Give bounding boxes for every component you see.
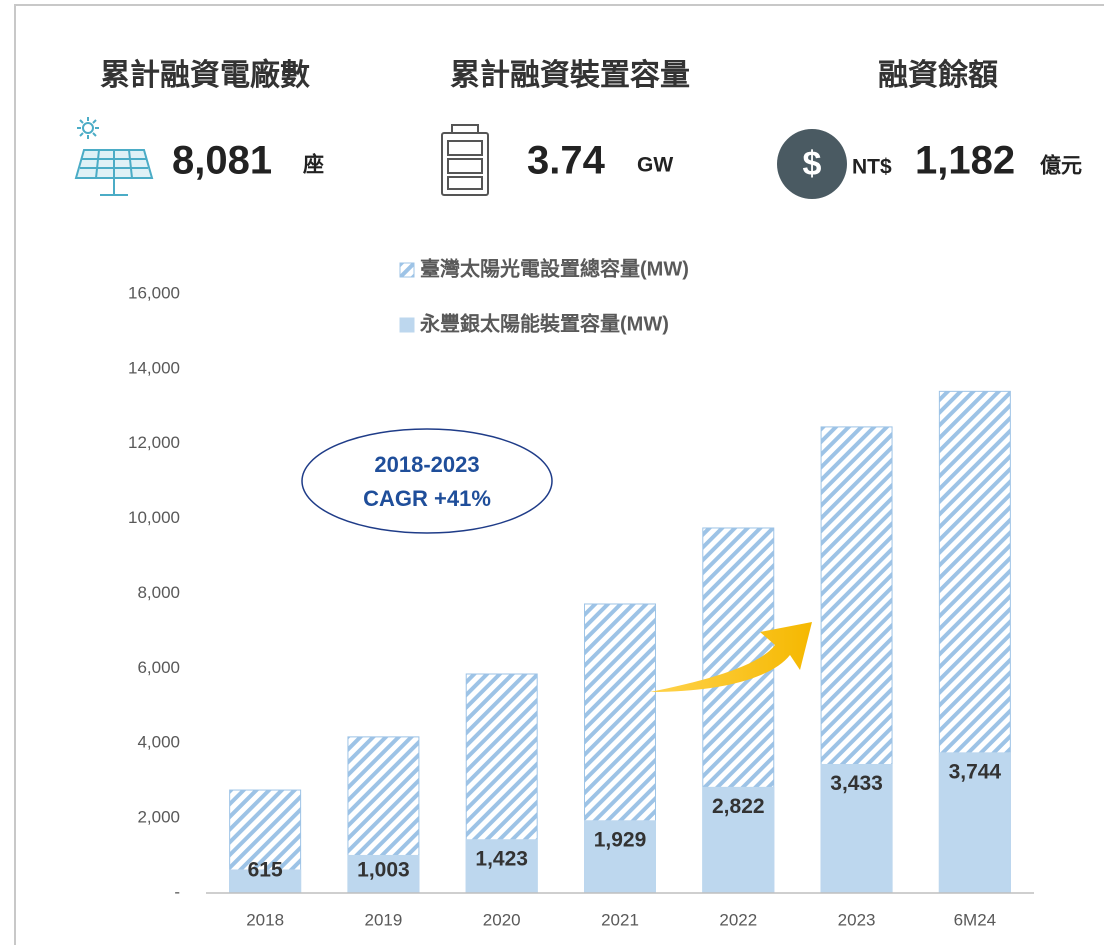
solar-icon	[74, 117, 154, 196]
kpi-unit: 億元	[1040, 154, 1082, 178]
value-label: 2,822	[712, 795, 765, 818]
y-tick-label: 16,000	[128, 283, 180, 302]
bar	[465, 839, 538, 894]
y-tick-label: -	[174, 882, 180, 901]
x-tick-label: 2020	[483, 910, 521, 929]
x-tick-label: 2019	[365, 910, 403, 929]
kpi-title: 融資餘額	[878, 58, 998, 92]
x-tick-label: 2022	[719, 910, 757, 929]
kpi-title: 累計融資裝置容量	[450, 58, 690, 92]
legend-swatch	[399, 317, 415, 333]
kpi-value: 1,182	[915, 139, 1015, 183]
bar	[702, 786, 775, 894]
x-tick-label: 6M24	[954, 910, 997, 929]
kpi-title: 累計融資電廠數	[100, 58, 310, 92]
annotation: CAGR +41%	[363, 486, 491, 511]
x-tick-label: 2018	[246, 910, 284, 929]
frame	[14, 4, 1104, 945]
x-tick-label: 2023	[838, 910, 876, 929]
y-tick-label: 2,000	[137, 808, 180, 827]
y-tick-label: 4,000	[137, 733, 180, 752]
kpi-value: 3.74	[527, 139, 606, 183]
y-tick-label: 14,000	[128, 358, 180, 377]
value-label: 3,744	[949, 760, 1002, 783]
trend-arrow	[650, 622, 812, 692]
svg-text:$: $	[803, 145, 822, 183]
kpi-value: 8,081	[172, 139, 272, 183]
kpi-unit: 座	[303, 153, 324, 177]
kpi-prefix: NT$	[852, 156, 892, 179]
bar	[347, 854, 420, 894]
legend-swatch	[399, 262, 415, 278]
y-tick-label: 8,000	[137, 583, 180, 602]
annotation: 2018-2023	[374, 452, 479, 477]
y-tick-label: 10,000	[128, 508, 180, 527]
battery-icon	[441, 124, 489, 196]
cagr-ellipse	[301, 428, 553, 534]
dollar-icon: $	[777, 129, 847, 199]
value-label: 1,003	[357, 859, 410, 882]
kpi-unit: GW	[637, 154, 673, 177]
legend-label: 臺灣太陽光電設置總容量(MW)	[420, 256, 689, 280]
value-label: 615	[248, 859, 283, 882]
y-tick-label: 6,000	[137, 658, 180, 677]
bar	[820, 763, 893, 894]
y-tick-label: 12,000	[128, 433, 180, 452]
bar	[584, 820, 656, 894]
bar	[938, 752, 1011, 894]
value-label: 3,433	[830, 772, 883, 795]
value-label: 1,423	[475, 847, 528, 870]
x-tick-label: 2021	[601, 910, 639, 929]
legend-label: 永豐銀太陽能裝置容量(MW)	[419, 311, 669, 335]
value-label: 1,929	[594, 828, 647, 851]
bars	[229, 390, 1011, 894]
